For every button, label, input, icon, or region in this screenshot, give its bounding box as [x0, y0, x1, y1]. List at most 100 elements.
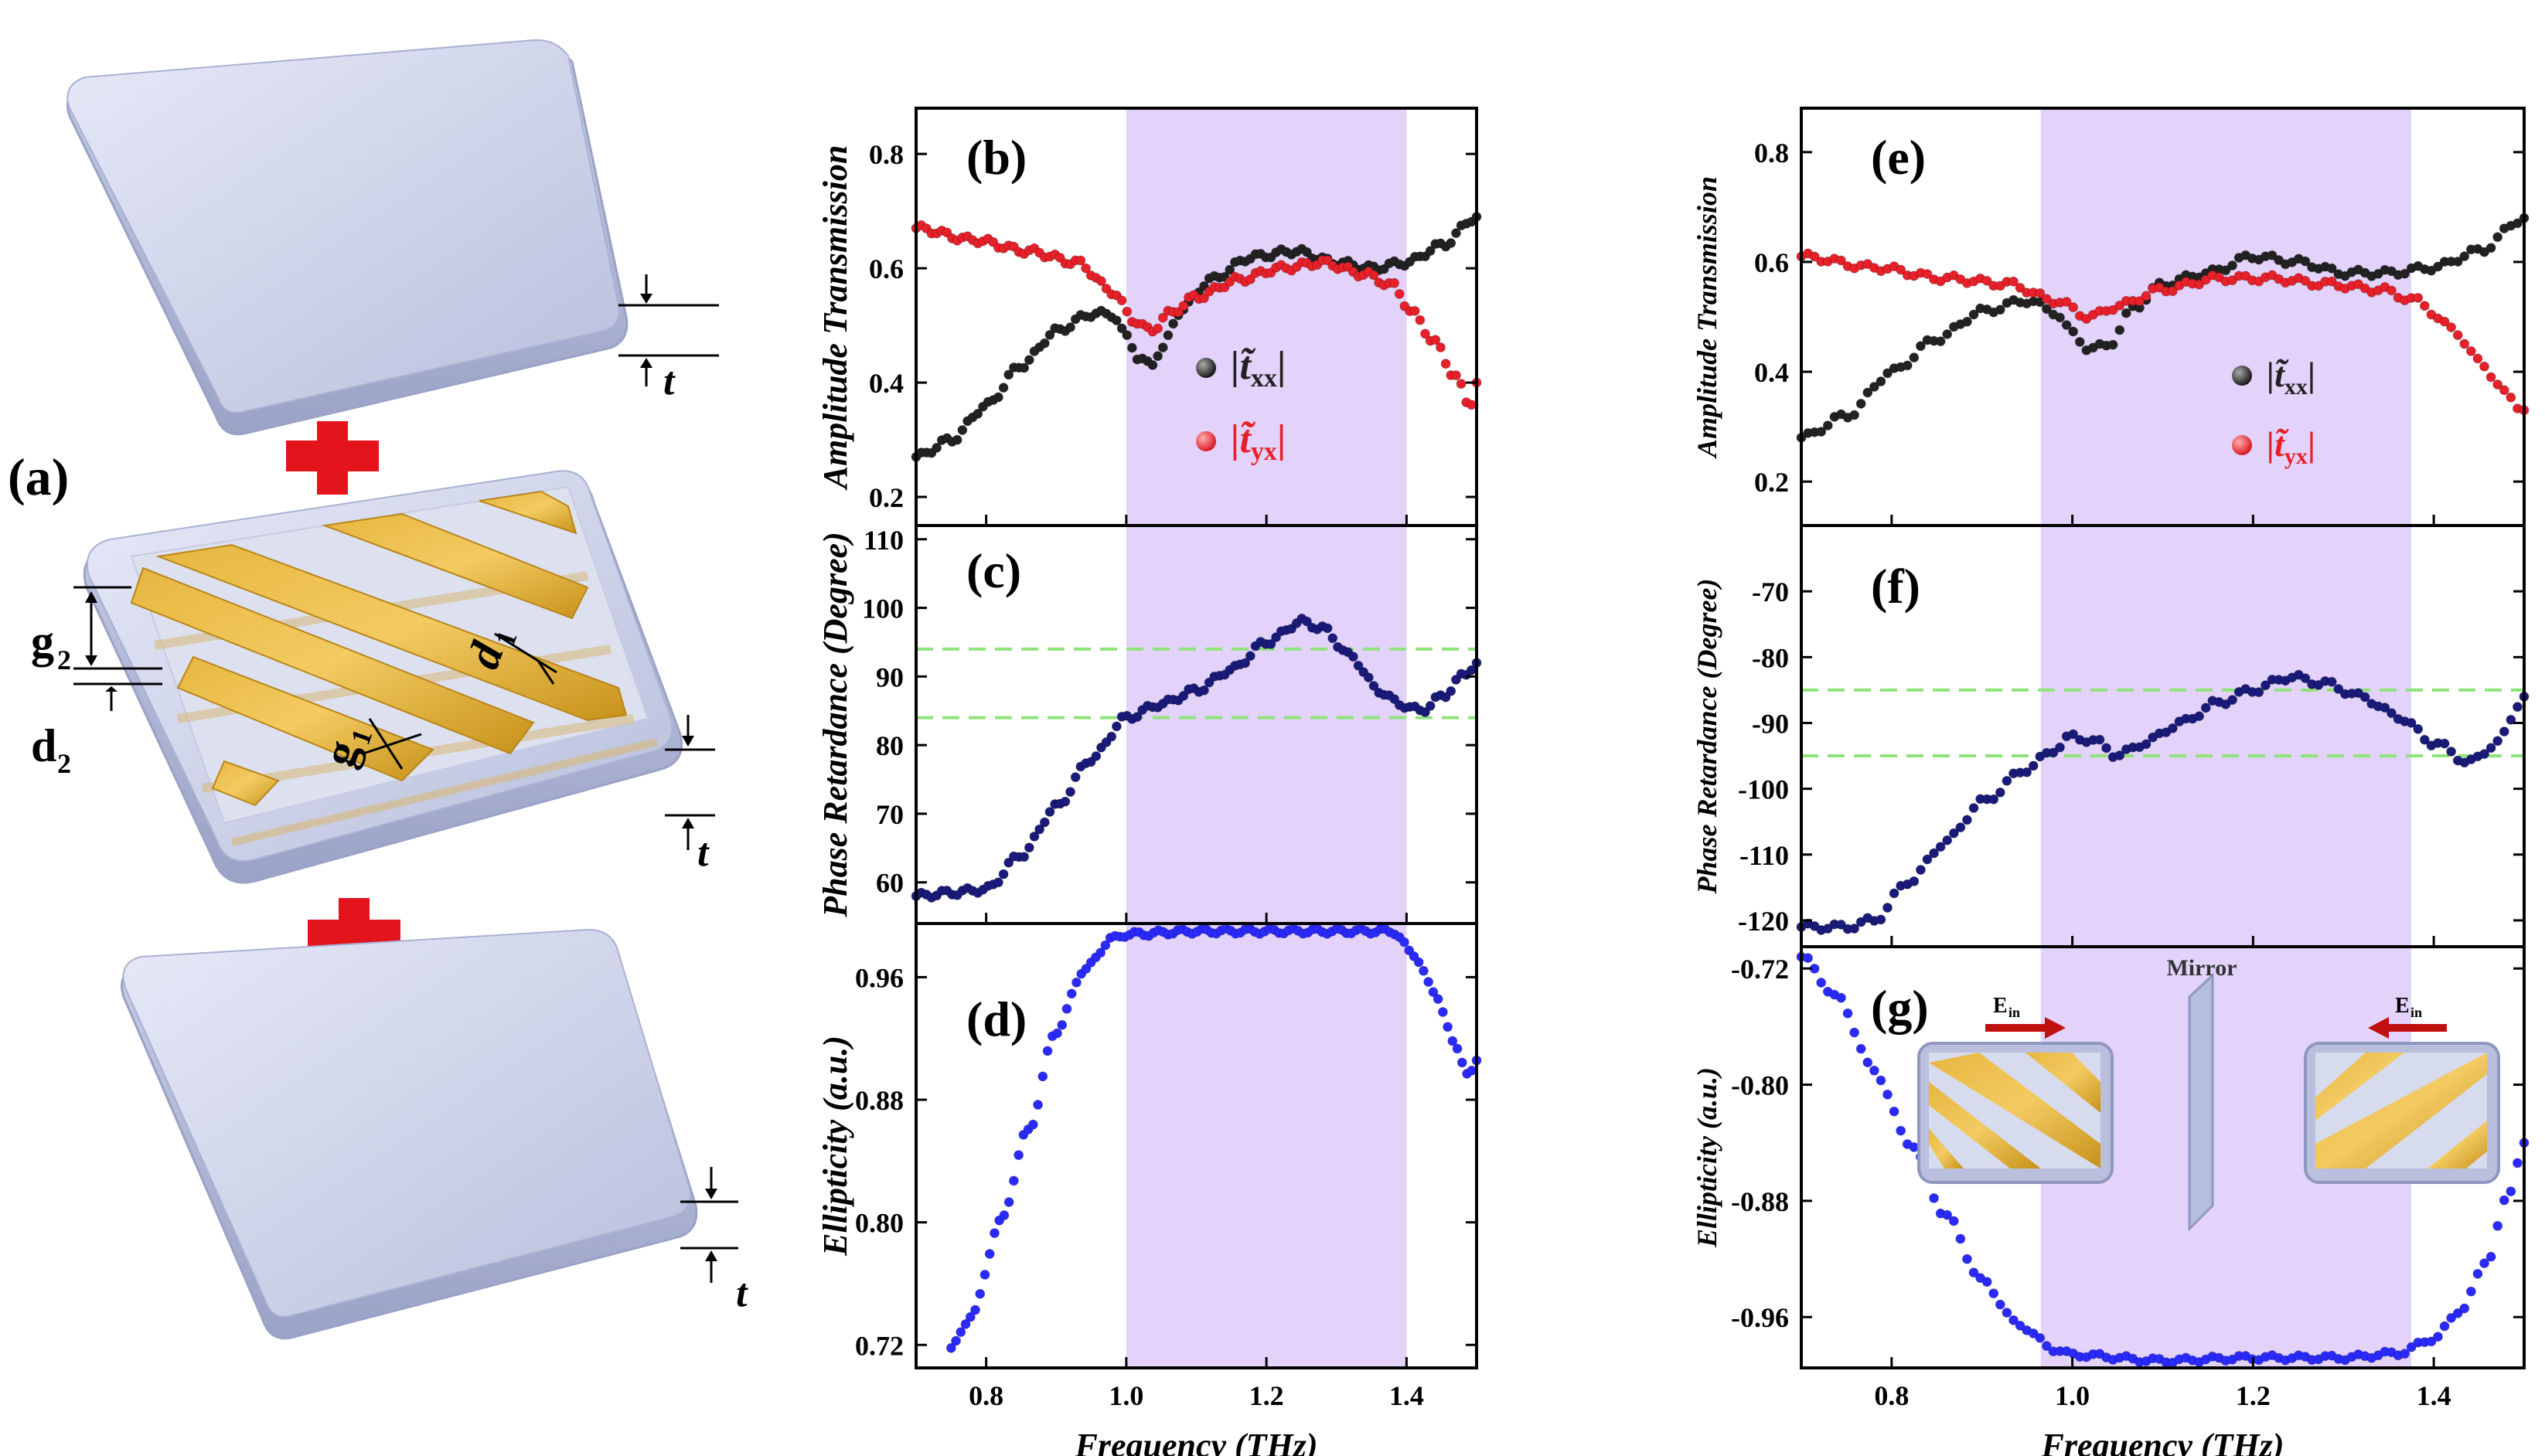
dim-g1: g 1	[313, 718, 422, 773]
data-point	[2326, 276, 2337, 287]
data-point	[1855, 398, 1866, 409]
data-point	[1353, 660, 1364, 671]
data-point	[1428, 987, 1439, 998]
data-point	[2426, 1336, 2437, 1347]
dim-d2-label: d	[31, 720, 56, 771]
data-point	[1066, 988, 1077, 999]
data-point	[1935, 336, 1946, 347]
data-point	[1849, 410, 1860, 420]
data-point	[2406, 1342, 2417, 1352]
data-point	[1809, 251, 1820, 262]
data-point	[1961, 815, 1972, 825]
inset-device-right	[2304, 1042, 2500, 1184]
data-point	[2041, 294, 2052, 304]
data-point	[2506, 1186, 2516, 1197]
data-point	[1942, 1209, 1953, 1220]
plot-frame	[1800, 945, 2526, 1369]
data-point	[1095, 276, 1106, 287]
data-point	[932, 442, 942, 453]
data-point	[1440, 359, 1451, 369]
data-point	[1882, 1089, 1893, 1100]
data-point	[2028, 1328, 2039, 1339]
data-point	[1450, 370, 1461, 381]
y-axis-title: Ellipticity (a.u.)	[816, 1036, 854, 1257]
data-point	[1981, 275, 1992, 286]
data-point	[2048, 747, 2059, 758]
data-point	[2326, 263, 2337, 274]
legend-entry-1: |t̃yx|	[1196, 417, 1286, 466]
mirror-icon: Mirror	[2166, 955, 2237, 1232]
data-point	[2008, 276, 2019, 287]
data-point	[1915, 864, 1926, 875]
ein-right-sub: in	[2410, 1005, 2422, 1020]
data-point	[1003, 369, 1014, 380]
data-point	[1433, 994, 1443, 1005]
chart-panel-c: 60 70 80 90 100 110 Phase Retardance (Degree) (…	[816, 524, 1482, 925]
ein-left-arrow: E in	[1985, 994, 2066, 1039]
ein-left-sub: in	[2008, 1005, 2020, 1020]
data-point	[1409, 305, 1420, 316]
data-point	[1929, 1192, 1940, 1203]
plus-top-icon	[286, 421, 379, 495]
data-point	[1044, 807, 1055, 818]
data-point	[2459, 251, 2470, 262]
data-point	[1876, 376, 1886, 387]
data-point	[2061, 320, 2072, 331]
data-point	[1126, 342, 1137, 353]
data-point	[1024, 842, 1034, 853]
data-point	[2008, 1315, 2019, 1325]
data-point	[2492, 379, 2503, 390]
data-point	[1100, 940, 1111, 951]
data-point	[1163, 330, 1174, 341]
data-point	[2220, 265, 2231, 276]
data-point	[1266, 638, 1276, 649]
data-point	[998, 383, 1009, 393]
data-point	[1419, 707, 1430, 718]
x-tick-label: 1.2	[1249, 1380, 1284, 1411]
data-point	[2107, 339, 2118, 350]
y-tick-label: 0.72	[855, 1330, 904, 1361]
y-axis-title: Ellipticity (a.u.)	[1692, 1067, 1722, 1248]
data-point	[1882, 368, 1893, 379]
data-point	[2485, 243, 2496, 253]
data-point	[1423, 977, 1434, 988]
dim-g2-sub: 2	[57, 645, 71, 675]
data-point	[2068, 326, 2079, 337]
panel-label: (d)	[966, 992, 1027, 1046]
data-point	[993, 877, 1003, 888]
data-point	[1051, 1028, 1062, 1039]
data-point	[2452, 257, 2463, 267]
x-axis-title: Frequency (THz)	[1074, 1427, 1317, 1456]
data-point	[2359, 692, 2370, 702]
data-point	[2479, 361, 2490, 372]
panel-label: (f)	[1871, 559, 1920, 614]
data-point	[1065, 787, 1076, 798]
data-point	[2413, 723, 2424, 734]
x-tick-label: 0.8	[969, 1380, 1003, 1411]
data-point	[975, 1288, 986, 1299]
data-point	[2452, 1308, 2463, 1318]
data-point	[1024, 355, 1034, 366]
dim-t-mid-label: t	[697, 831, 710, 875]
middle-slab	[83, 470, 683, 884]
y-axis-title: Amplitude Transmission	[816, 145, 854, 492]
data-point	[1456, 1057, 1467, 1068]
data-point	[1988, 1288, 1999, 1299]
panel-label: (g)	[1871, 980, 1929, 1035]
y-tick-label: 0.8	[1754, 138, 1789, 168]
data-point	[1095, 947, 1106, 958]
data-point	[1948, 1216, 1959, 1226]
y-tick-label: 80	[876, 730, 904, 761]
data-point	[1961, 1254, 1972, 1264]
chart-panel-g: -0.96 -0.88 -0.80 -0.72 0.8 1.0 1.2 1.4 Frequenc…	[1692, 945, 2530, 1456]
data-point	[2194, 279, 2205, 290]
y-tick-label: -70	[1752, 577, 1789, 607]
data-point	[1425, 246, 1436, 257]
data-point	[1019, 852, 1030, 862]
data-point	[1437, 1007, 1448, 1018]
data-point	[1271, 632, 1282, 643]
data-point	[1446, 685, 1456, 696]
data-point	[1995, 304, 2005, 315]
data-point	[1849, 923, 1860, 934]
